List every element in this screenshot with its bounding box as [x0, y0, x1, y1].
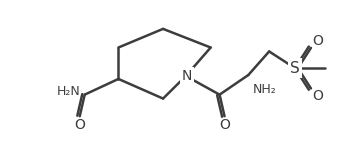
Text: NH₂: NH₂ [252, 83, 276, 96]
Text: S: S [290, 61, 300, 76]
Text: O: O [312, 89, 323, 103]
Text: N: N [182, 69, 192, 83]
Text: O: O [312, 34, 323, 48]
Text: O: O [74, 118, 85, 132]
Text: O: O [219, 118, 230, 132]
Text: H₂N: H₂N [57, 85, 81, 98]
